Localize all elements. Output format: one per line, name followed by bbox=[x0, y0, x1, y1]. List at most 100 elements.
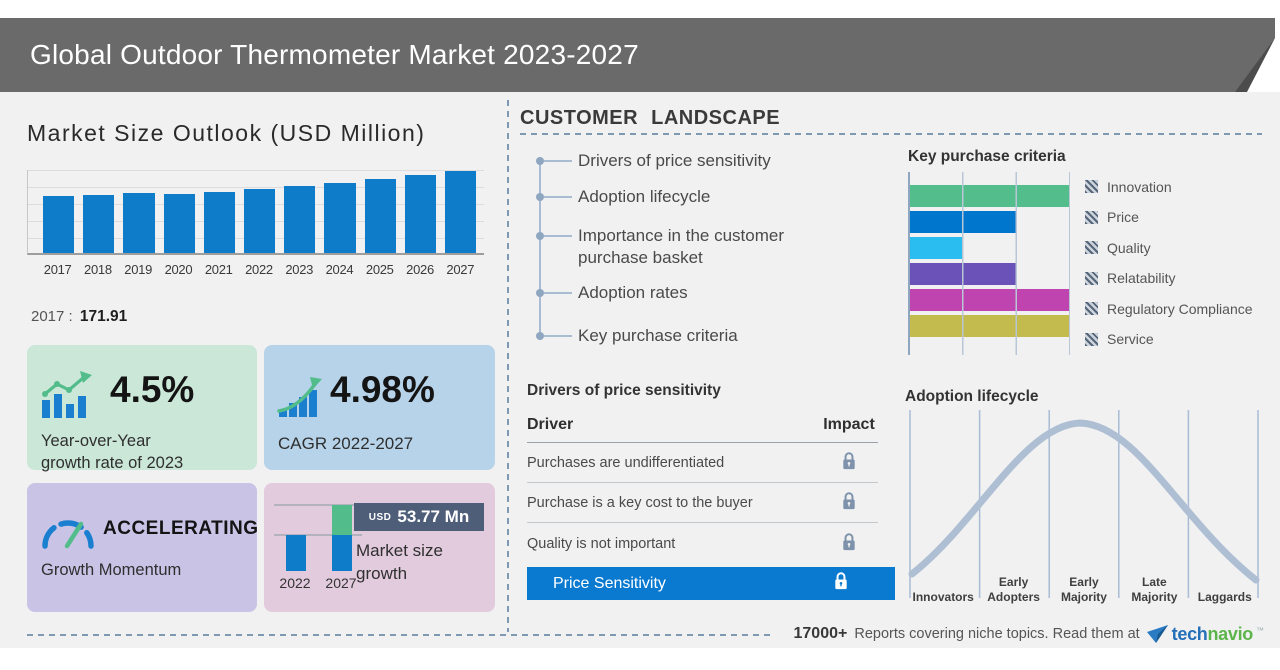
technavio-logo: tech navio ™ bbox=[1146, 623, 1264, 645]
legend-label: Quality bbox=[1107, 239, 1151, 256]
market-size-chart: 2017 2018 2019 2020 2021 2022 2023 2024 2025 2026… bbox=[27, 170, 484, 277]
legend-label: Innovation bbox=[1107, 178, 1172, 195]
growth-year-start: 2022 bbox=[279, 575, 311, 591]
technavio-plane-icon bbox=[1146, 624, 1168, 643]
legend-label: Relatability bbox=[1107, 270, 1176, 286]
legend-item-regulatory-compliance: Regulatory Compliance bbox=[1085, 298, 1253, 319]
axis-tick-2021: 2021 bbox=[204, 262, 233, 277]
footer-divider bbox=[27, 634, 1262, 636]
axis-tick-2018: 2018 bbox=[84, 262, 112, 277]
market-size-bar-2020 bbox=[163, 193, 195, 253]
stage-label-early-adopters: Early Adopters bbox=[987, 575, 1040, 604]
yoy-label: Year-over-Year growth rate of 2023 bbox=[41, 432, 184, 472]
growth-year-end: 2027 bbox=[325, 575, 357, 591]
driver-row-3: Quality is not important bbox=[527, 523, 878, 565]
stage-label-laggards: Laggards bbox=[1197, 590, 1252, 604]
growth-years: 2022 2027 bbox=[272, 575, 364, 591]
axis-tick-2017: 2017 bbox=[43, 262, 72, 277]
header-band: Global Outdoor Thermometer Market 2023-2… bbox=[0, 18, 1275, 92]
column-header-impact: Impact bbox=[823, 415, 875, 433]
gauge-icon bbox=[42, 520, 94, 549]
axis-tick-2020: 2020 bbox=[164, 262, 193, 277]
stage-label-innovators: Innovators bbox=[912, 590, 974, 604]
market-size-bars bbox=[27, 170, 484, 255]
stage-label-early-majority: Early Majority bbox=[1060, 575, 1107, 604]
footer: 17000+ Reports covering niche topics. Re… bbox=[771, 620, 1264, 648]
market-size-ticks: 2017 2018 2019 2020 2021 2022 2023 2024 2025 2026… bbox=[27, 262, 484, 277]
market-size-bar-2018 bbox=[83, 194, 115, 253]
landscape-item-5: Key purchase criteria bbox=[536, 325, 813, 347]
yoy-growth-card: 4.5% Year-over-Year growth rate of 2023 bbox=[27, 345, 257, 472]
price-sensitivity-title: Drivers of price sensitivity bbox=[527, 382, 721, 399]
lock-icon bbox=[812, 571, 870, 596]
report-count: 17000+ bbox=[793, 625, 848, 642]
table-body: Purchases are undifferentiated Purchase i… bbox=[527, 443, 878, 565]
growth-amount: 53.77 Mn bbox=[397, 507, 470, 526]
table-header-row: Driver Impact bbox=[527, 407, 878, 443]
driver-cell: Purchase is a key cost to the buyer bbox=[527, 494, 753, 511]
panel-divider bbox=[507, 100, 509, 632]
legend-swatch-icon bbox=[1085, 180, 1098, 193]
axis-tick-2025: 2025 bbox=[365, 262, 394, 277]
currency-label: USD bbox=[368, 511, 392, 523]
adoption-curve-chart bbox=[908, 410, 1260, 598]
kpc-bar-innovation bbox=[910, 185, 1070, 207]
market-size-bar-2019 bbox=[123, 192, 155, 253]
market-size-bar-2026 bbox=[404, 175, 436, 253]
key-purchase-criteria-title: Key purchase criteria bbox=[908, 148, 1066, 165]
legend-label: Service bbox=[1107, 331, 1154, 347]
brand-tech: tech bbox=[1171, 623, 1208, 644]
legend-label: Price bbox=[1107, 209, 1139, 225]
market-size-bar-2024 bbox=[324, 182, 356, 253]
driver-row-2: Purchase is a key cost to the buyer bbox=[527, 483, 878, 523]
market-size-bar-2017 bbox=[43, 196, 75, 253]
cagr-card: 4.98% CAGR 2022-2027 bbox=[264, 345, 495, 470]
market-size-bar-2025 bbox=[364, 179, 396, 253]
page-title: Global Outdoor Thermometer Market 2023-2… bbox=[30, 39, 639, 70]
growth-mini-chart bbox=[274, 504, 362, 571]
adoption-lifecycle-title: Adoption lifecycle bbox=[905, 388, 1039, 405]
legend-swatch-icon bbox=[1085, 271, 1098, 285]
kpc-bar-relatability bbox=[910, 263, 1017, 285]
brand-trademark: ™ bbox=[1256, 625, 1264, 635]
market-size-bar-2021 bbox=[203, 191, 235, 253]
base-year-separator: : bbox=[68, 308, 73, 325]
yoy-value: 4.5% bbox=[110, 369, 195, 410]
adoption-stage-labels: Innovators Early Adopters Early Majority La… bbox=[908, 555, 1260, 605]
landscape-item-1: Drivers of price sensitivity bbox=[536, 150, 813, 172]
growth-amount-badge: USD 53.77 Mn bbox=[354, 503, 484, 531]
axis-tick-2027: 2027 bbox=[446, 262, 475, 277]
axis-tick-2022: 2022 bbox=[245, 262, 273, 277]
brand-navio: navio bbox=[1207, 623, 1253, 644]
market-size-title: Market Size Outlook (USD Million) bbox=[27, 120, 426, 146]
driver-cell: Quality is not important bbox=[527, 536, 676, 552]
driver-row-1: Purchases are undifferentiated bbox=[527, 443, 878, 483]
legend-item-innovation: Innovation bbox=[1085, 176, 1253, 197]
axis-tick-2019: 2019 bbox=[124, 262, 153, 277]
kpc-bar-price bbox=[910, 211, 1017, 233]
stage-label-late-majority: Late Majority bbox=[1131, 575, 1178, 604]
page-corner-fold bbox=[1235, 38, 1275, 92]
kpc-legend: Innovation Price Quality Relatability Regula… bbox=[1085, 176, 1253, 350]
momentum-value: ACCELERATING bbox=[103, 518, 259, 539]
momentum-label: Growth Momentum bbox=[41, 561, 182, 579]
axis-tick-2026: 2026 bbox=[406, 262, 434, 277]
growth-arrow-icon bbox=[277, 377, 322, 417]
driver-cell: Purchases are undifferentiated bbox=[527, 454, 725, 471]
price-sensitivity-highlight-row: Price Sensitivity bbox=[527, 567, 895, 600]
base-year-value: 171.91 bbox=[79, 308, 128, 325]
landscape-item-3: Importance in the customer purchase bask… bbox=[536, 225, 813, 269]
footer-text: Reports covering niche topics. Read them… bbox=[854, 626, 1140, 642]
growth-label: Market size growth bbox=[356, 541, 443, 583]
legend-label: Regulatory Compliance bbox=[1107, 300, 1253, 317]
market-size-bar-2023 bbox=[284, 185, 316, 253]
legend-item-service: Service bbox=[1085, 329, 1253, 350]
lock-icon bbox=[820, 491, 878, 515]
landscape-item-2: Adoption lifecycle bbox=[536, 186, 813, 208]
bar-trend-icon bbox=[42, 371, 92, 418]
legend-item-quality: Quality bbox=[1085, 237, 1253, 258]
kpc-bar-regulatory-compliance bbox=[910, 289, 1070, 311]
landscape-connector-line bbox=[539, 157, 541, 340]
legend-swatch-icon bbox=[1085, 241, 1098, 254]
